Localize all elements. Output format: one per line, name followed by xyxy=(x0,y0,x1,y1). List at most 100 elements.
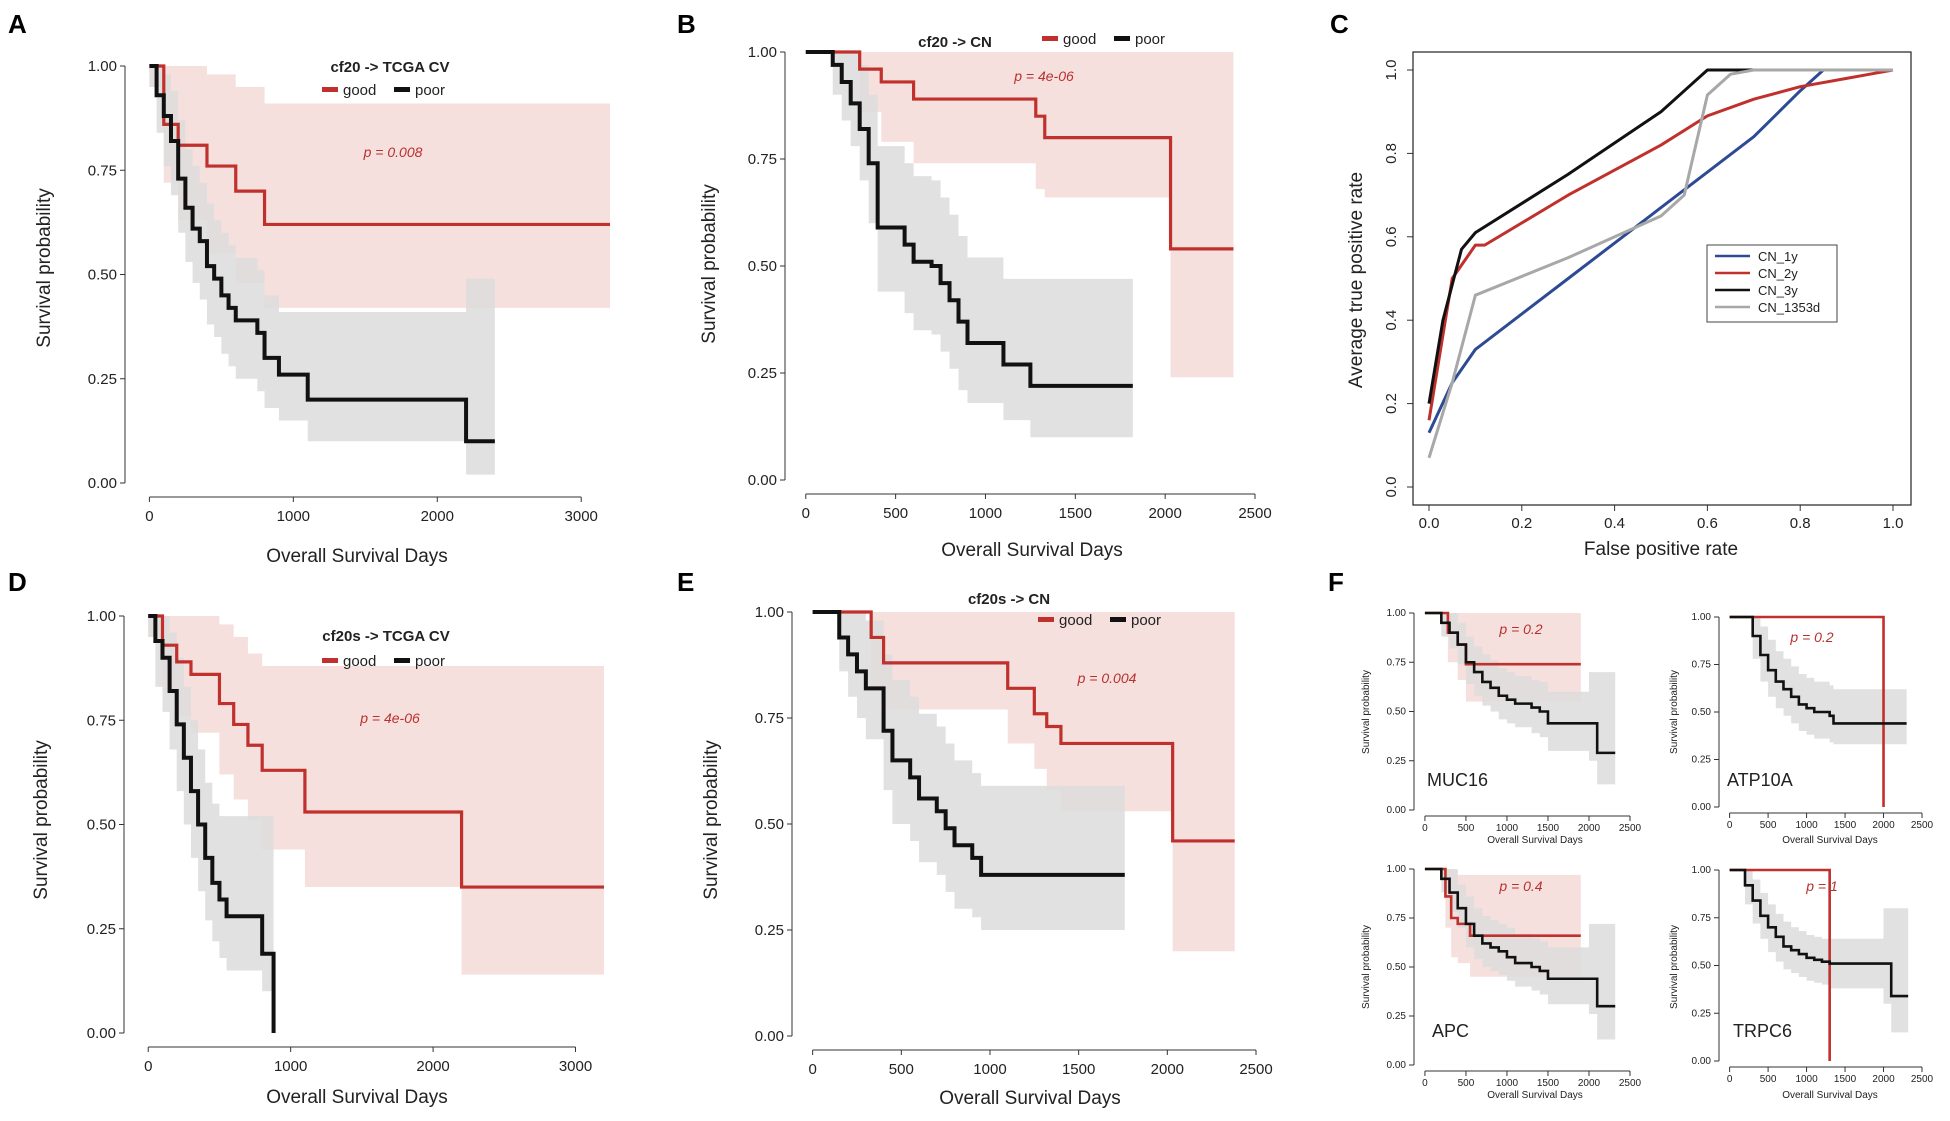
legend-b: good poor xyxy=(1042,31,1165,48)
panel-f-muc16: 0.000.250.500.751.000 500 1000 1500 2000 2500… xyxy=(1361,608,1642,846)
x-tick-label-f4: 1500 xyxy=(1834,1074,1857,1085)
x-tick-label-f2: 500 xyxy=(1760,820,1777,831)
pvalue-e: p = 0.004 xyxy=(1077,670,1137,686)
legend-a-good-label: good xyxy=(343,82,376,99)
y-axis-title-d: Survival probability xyxy=(31,740,52,900)
panel-b-letter: B xyxy=(677,9,696,39)
x-axis-title-f-muc16: Overall Survival Days xyxy=(1487,835,1583,846)
ci-band-poor-f4 xyxy=(1730,870,1909,1032)
y-tick-label-e: 0.75 xyxy=(755,710,784,727)
legend-e-good-swatch xyxy=(1038,617,1054,622)
y-axis-title-c: Average true positive rate xyxy=(1346,172,1367,388)
y-axis-title-f-apc: Survival probability xyxy=(1361,925,1372,1009)
y-tick-label-e: 0.00 xyxy=(755,1028,784,1045)
plot-layer-a: 0.00 0.25 0.50 0.75 1.00 0 1000 2000 3000 xyxy=(88,58,610,525)
x-tick-label-f3: 0 xyxy=(1422,1078,1428,1089)
x-tick-label-f3: 2000 xyxy=(1578,1078,1601,1089)
x-tick-label-f3: 2500 xyxy=(1619,1078,1642,1089)
legend-e-poor-swatch xyxy=(1110,617,1126,622)
y-tick-label-a: 0.25 xyxy=(88,371,117,388)
y-tick-label-e: 1.00 xyxy=(755,604,784,621)
panel-a: 0.000.250.500.751.000 1000 2000 3000 A cf20… xyxy=(8,9,610,567)
chart-a-title: cf20 -> TCGA CV xyxy=(330,59,449,76)
panel-f-trpc6: 0.00 0.25 0.50 0.75 1.00 0 500 1000 1500 2000 2500… xyxy=(1669,865,1934,1101)
pvalue-d: p = 4e-06 xyxy=(359,710,420,726)
x-tick-label-b: 2500 xyxy=(1238,505,1271,522)
y-axis-title-e: Survival probability xyxy=(701,740,722,900)
x-tick-label-f1: 2500 xyxy=(1619,823,1642,834)
x-tick-label-f4: 0 xyxy=(1727,1074,1733,1085)
y-tick-label-f4: 0.50 xyxy=(1692,961,1712,972)
x-tick-label-c: 0.0 xyxy=(1419,515,1440,532)
x-tick-label-f1: 2000 xyxy=(1578,823,1601,834)
x-tick-label-d: 3000 xyxy=(559,1058,592,1075)
x-tick-label-f3: 1500 xyxy=(1537,1078,1560,1089)
legend-cn-3y-label: CN_3y xyxy=(1758,283,1798,298)
panel-d-letter: D xyxy=(8,567,27,597)
y-tick-label-a: 0.00 xyxy=(88,475,117,492)
y-tick-label-f4: 0.75 xyxy=(1692,913,1712,924)
y-axis-title-f-atp10a: Survival probability xyxy=(1669,670,1680,754)
pvalue-b: p = 4e-06 xyxy=(1013,68,1074,84)
legend-a-poor-swatch xyxy=(394,87,410,92)
x-axis-title-d: Overall Survival Days xyxy=(266,1087,448,1108)
plot-layer-e: 0.000.250.500.751.000 500 1000 1500 2000 2500 xyxy=(755,604,1273,1078)
panel-a-letter: A xyxy=(8,9,27,39)
legend-cn-1353d-label: CN_1353d xyxy=(1758,300,1820,315)
x-tick-label-f2: 1500 xyxy=(1834,820,1857,831)
y-tick-label-d: 0.75 xyxy=(87,712,116,729)
x-tick-label-a: 2000 xyxy=(421,508,454,525)
y-tick-label-f2: 0.50 xyxy=(1692,707,1712,718)
panel-b: 0.000.250.500.751.000 500 1000 1500 2000 2500… xyxy=(677,9,1272,561)
x-tick-label-d: 0 xyxy=(144,1058,152,1075)
x-axis-title-f-atp10a: Overall Survival Days xyxy=(1782,835,1878,846)
plot-layer-d: 0.000.250.500.751.000 1000 2000 3000 xyxy=(87,608,604,1075)
y-tick-label-e: 0.50 xyxy=(755,816,784,833)
y-tick-label-f1: 0.00 xyxy=(1387,805,1407,816)
legend-a-poor-label: poor xyxy=(415,82,445,99)
y-tick-label-f4: 0.00 xyxy=(1692,1056,1712,1067)
x-tick-label-f1: 1000 xyxy=(1496,823,1519,834)
x-tick-label-c: 0.6 xyxy=(1697,515,1718,532)
y-tick-label-d: 0.25 xyxy=(87,921,116,938)
y-tick-label-a: 0.75 xyxy=(88,162,117,179)
x-tick-label-e: 1000 xyxy=(973,1061,1006,1078)
x-tick-label-c: 0.2 xyxy=(1511,515,1532,532)
x-axis-title-c: False positive rate xyxy=(1584,539,1738,560)
y-tick-label-f1: 1.00 xyxy=(1387,608,1407,619)
x-tick-label-f4: 2500 xyxy=(1911,1074,1934,1085)
x-tick-label-b: 2000 xyxy=(1148,505,1181,522)
gene-label-apc: APC xyxy=(1432,1021,1469,1041)
gene-label-muc16: MUC16 xyxy=(1427,770,1488,790)
y-tick-label-c: 0.2 xyxy=(1383,393,1400,414)
y-tick-label-a: 1.00 xyxy=(88,58,117,75)
y-tick-label-f2: 0.75 xyxy=(1692,660,1712,671)
panel-f-atp10a: 0.000.250.500.751.000 500 1000 1500 2000 2500… xyxy=(1669,612,1934,846)
legend-b-poor-swatch xyxy=(1114,36,1130,41)
x-axis-title-f-apc: Overall Survival Days xyxy=(1487,1090,1583,1101)
x-axis-title-e: Overall Survival Days xyxy=(939,1088,1121,1109)
plot-layer-b: 0.000.250.500.751.000 500 1000 1500 2000 2500 xyxy=(748,44,1272,522)
y-tick-label-f3: 0.00 xyxy=(1387,1060,1407,1071)
x-tick-label-e: 1500 xyxy=(1062,1061,1095,1078)
x-tick-label-f2: 2500 xyxy=(1911,820,1934,831)
pvalue-f-muc16: p = 0.2 xyxy=(1498,621,1542,637)
y-tick-label-f4: 0.25 xyxy=(1692,1008,1712,1019)
y-tick-label-d: 0.00 xyxy=(87,1025,116,1042)
y-axis-title-a: Survival probability xyxy=(34,188,55,348)
x-tick-label-b: 1500 xyxy=(1059,505,1092,522)
x-tick-label-b: 500 xyxy=(883,505,908,522)
x-tick-label-e: 2000 xyxy=(1151,1061,1184,1078)
y-tick-label-f3: 0.50 xyxy=(1387,962,1407,973)
y-tick-label-c: 0.4 xyxy=(1383,310,1400,331)
y-tick-label-b: 0.25 xyxy=(748,365,777,382)
plot-layer-f1: 0.00 0.25 0.50 0.75 1.00 0 500 1000 1500 2000 2500 xyxy=(1387,608,1642,834)
legend-d-good-swatch xyxy=(322,658,338,663)
chart-b-title: cf20 -> CN xyxy=(918,34,992,51)
x-tick-label-f1: 500 xyxy=(1458,823,1475,834)
panel-d: 0.000.250.500.751.000 1000 2000 3000 D cf20… xyxy=(8,567,604,1108)
figure-canvas: 0.000.250.500.751.000 1000 2000 3000 A cf20… xyxy=(0,0,1950,1121)
x-tick-label-e: 0 xyxy=(808,1061,816,1078)
legend-d-good-label: good xyxy=(343,653,376,670)
chart-d-title: cf20s -> TCGA CV xyxy=(322,628,449,645)
